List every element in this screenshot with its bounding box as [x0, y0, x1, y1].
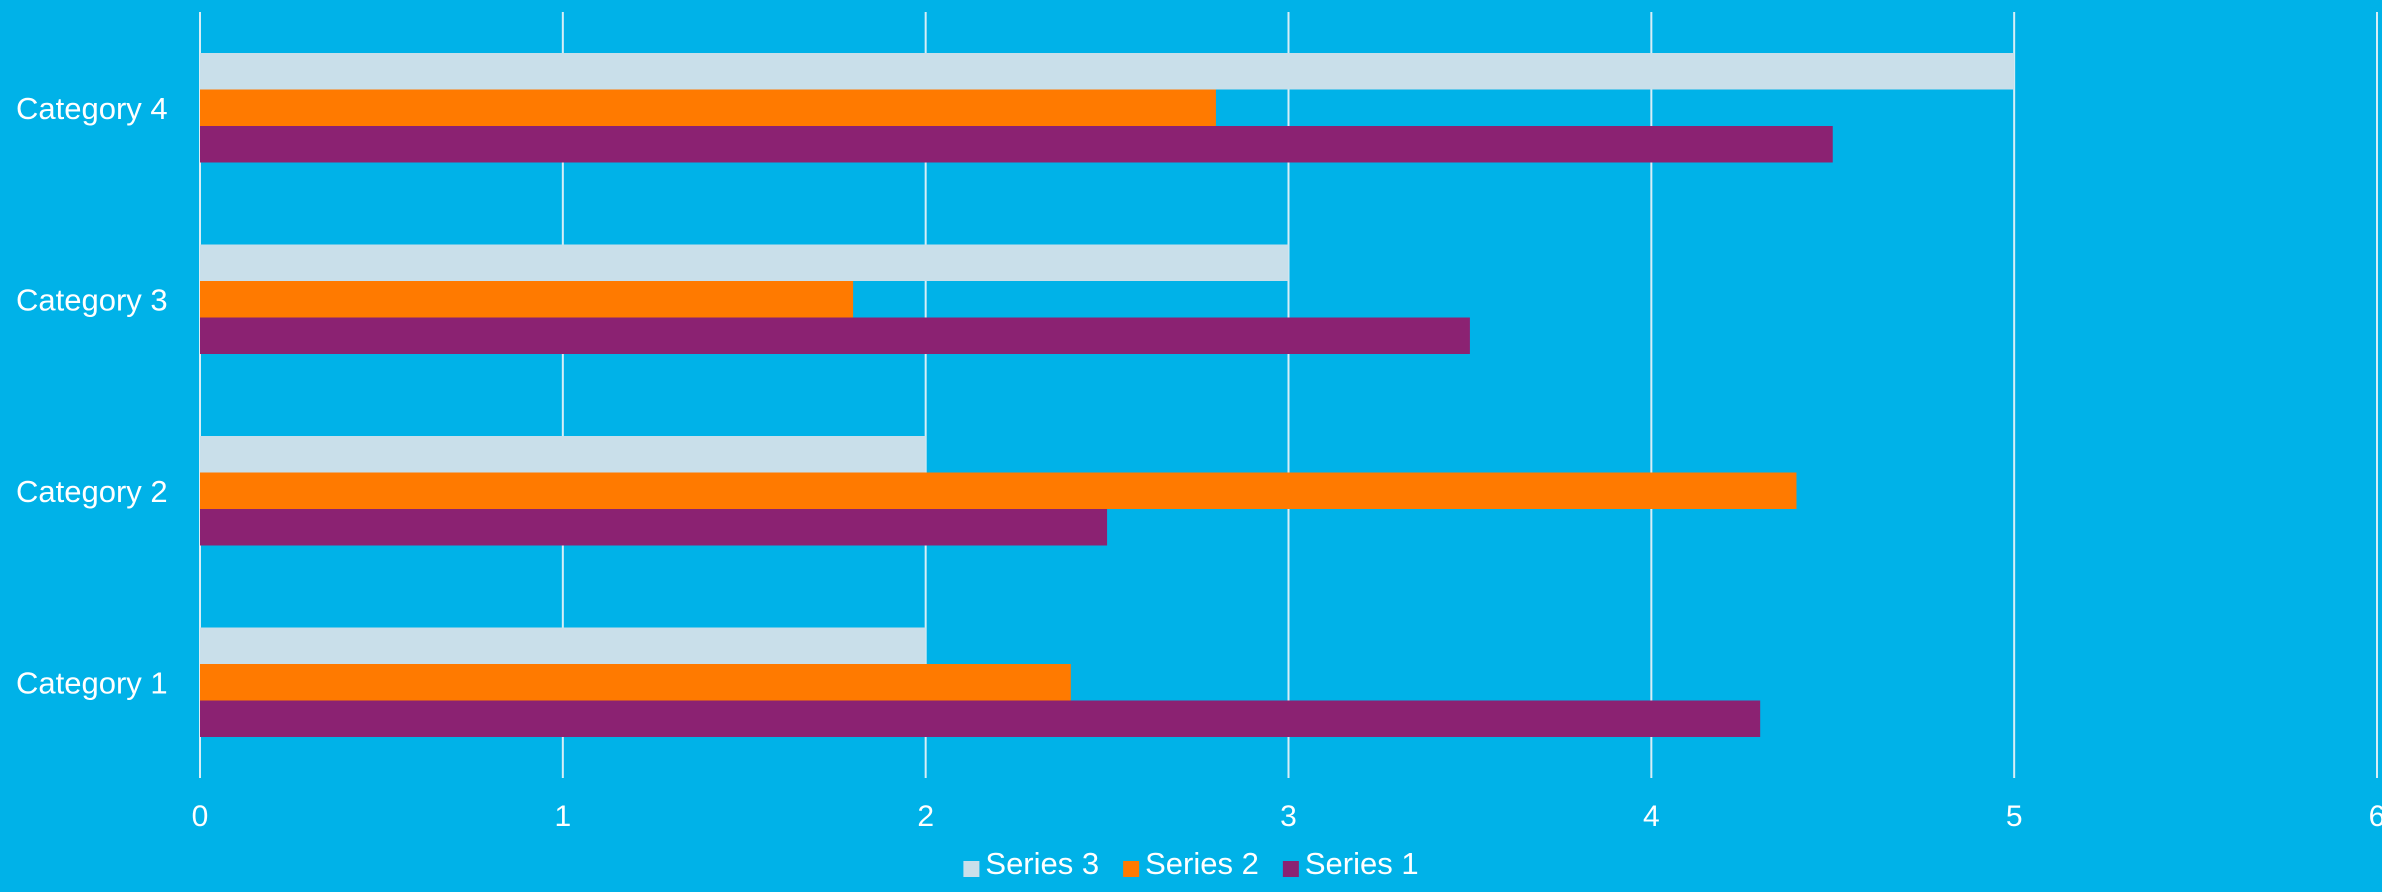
legend-item-series-3: Series 3 [963, 846, 1099, 881]
category-label: Category 2 [16, 474, 168, 509]
tick-label: 0 [192, 800, 209, 833]
legend-swatch [1123, 861, 1140, 877]
bars [200, 53, 2015, 737]
tick-label: 1 [554, 800, 571, 833]
bar-series-1-category-1 [200, 700, 1761, 737]
category-label: Category 3 [16, 282, 168, 317]
bar-series-1-category-4 [200, 126, 1833, 163]
bar-series-1-category-2 [200, 509, 1108, 546]
tick-label: 5 [2006, 800, 2023, 833]
legend-item-series-2: Series 2 [1123, 846, 1259, 881]
legend-item-series-1: Series 1 [1282, 846, 1419, 881]
bar-series-3-category-1 [200, 627, 926, 664]
legend-swatch [1282, 861, 1299, 877]
bar-series-3-category-3 [200, 244, 1289, 281]
tick-label: 3 [1280, 800, 1297, 833]
category-label: Category 1 [16, 665, 168, 700]
legend: Series 3 Series 2 Series 1 [963, 846, 1419, 881]
bar-series-3-category-2 [200, 436, 926, 473]
bar-series-2-category-1 [200, 664, 1071, 701]
bar-series-2-category-3 [200, 281, 854, 318]
category-axis: Category 1 Category 2 Category 3 Category 4 [16, 91, 168, 701]
tick-label: 6 [2369, 800, 2382, 833]
bar-series-2-category-4 [200, 89, 1216, 126]
legend-swatch [963, 861, 980, 877]
legend-label: Series 3 [985, 846, 1099, 881]
value-axis: 0 1 2 3 4 5 6 [192, 800, 2382, 833]
category-label: Category 4 [16, 91, 168, 126]
bar-series-1-category-3 [200, 317, 1470, 354]
legend-label: Series 1 [1305, 846, 1419, 881]
tick-label: 4 [1643, 800, 1660, 833]
legend-label: Series 2 [1145, 846, 1259, 881]
bar-series-3-category-4 [200, 53, 2015, 90]
tick-label: 2 [917, 800, 934, 833]
bar-series-2-category-2 [200, 472, 1797, 509]
